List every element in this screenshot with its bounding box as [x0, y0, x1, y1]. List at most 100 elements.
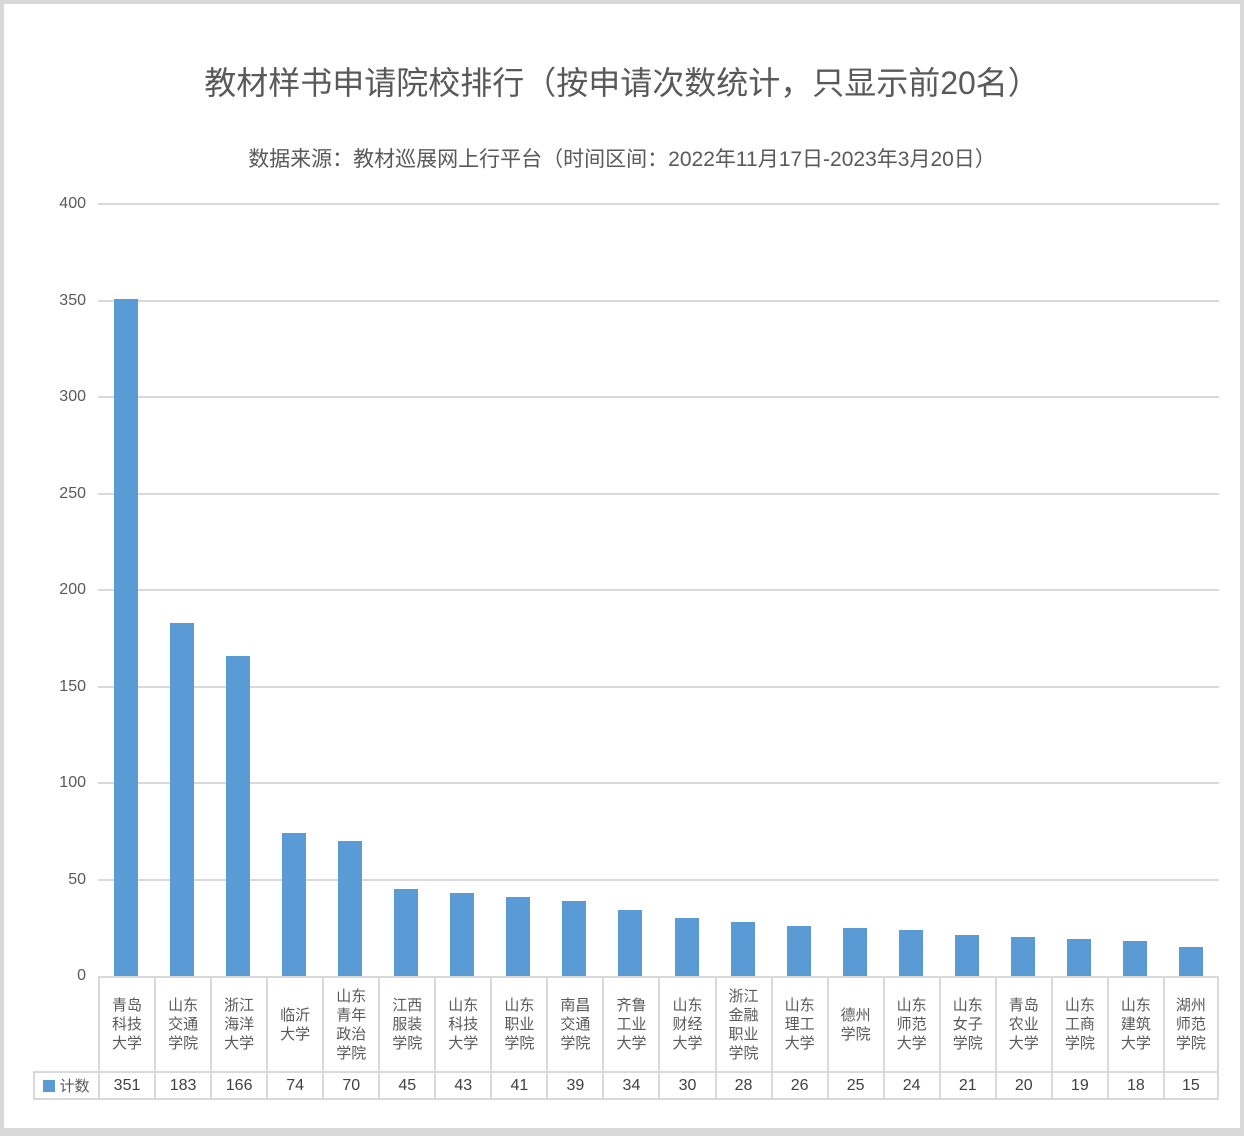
table-column: 山东 建筑 大学 18: [1106, 978, 1163, 1100]
value-cell: 26: [770, 1071, 827, 1100]
category-cell: 湖州 师范 学院: [1162, 978, 1219, 1071]
y-axis-label: 300: [59, 388, 86, 405]
value-cell: 166: [210, 1071, 267, 1100]
bar[interactable]: [1178, 947, 1203, 976]
table-column: 南昌 交通 学院 39: [546, 978, 603, 1100]
category-cell: 德州 学院: [826, 978, 883, 1071]
bar[interactable]: [954, 935, 979, 976]
category-cell: 山东 交通 学院: [154, 978, 210, 1071]
category-cell: 浙江 海洋 大学: [210, 978, 266, 1071]
table-column: 青岛 科技 大学 351: [98, 978, 155, 1100]
value-cell: 41: [490, 1071, 547, 1100]
bar[interactable]: [338, 840, 363, 976]
category-cell: 山东 职业 学院: [490, 978, 546, 1071]
value-cell: 15: [1162, 1071, 1219, 1100]
legend-column: 计数: [33, 978, 98, 1100]
table-column: 山东 青年 政治 学院 70: [322, 978, 379, 1100]
bar[interactable]: [618, 910, 643, 976]
table-column: 山东 财经 大学 30: [658, 978, 715, 1100]
category-cell: 山东 科技 大学: [434, 978, 490, 1071]
table-column: 湖州 师范 学院 15: [1162, 978, 1219, 1100]
gridline: [98, 203, 1219, 205]
value-cell: 70: [322, 1071, 379, 1100]
table-column: 山东 交通 学院 183: [154, 978, 211, 1100]
bar[interactable]: [674, 918, 699, 976]
chart-title: 教材样书申请院校排行（按申请次数统计，只显示前20名）: [204, 65, 1040, 101]
legend-spacer: [33, 978, 98, 1071]
value-cell: 18: [1106, 1071, 1163, 1100]
bar[interactable]: [226, 655, 251, 976]
series-color-swatch-icon: [43, 1079, 56, 1092]
value-cell: 21: [938, 1071, 995, 1100]
table-column: 山东 理工 大学 26: [770, 978, 827, 1100]
table-column: 江西 服装 学院 45: [378, 978, 435, 1100]
bar[interactable]: [394, 889, 419, 976]
value-cell: 39: [546, 1071, 603, 1100]
value-cell: 351: [98, 1071, 155, 1100]
table-column: 山东 女子 学院 21: [938, 978, 995, 1100]
gridline: [98, 589, 1219, 591]
legend-key: 计数: [33, 1071, 98, 1100]
value-cell: 24: [882, 1071, 939, 1100]
value-cell: 45: [378, 1071, 435, 1100]
value-cell: 34: [602, 1071, 659, 1100]
category-cell: 青岛 农业 大学: [994, 978, 1051, 1071]
gridline: [98, 685, 1219, 688]
y-axis-label: 350: [59, 291, 86, 309]
y-axis-label: 250: [59, 484, 86, 502]
gridline: [98, 299, 1219, 302]
bar[interactable]: [786, 925, 811, 976]
gridline: [98, 492, 1219, 495]
table-column: 山东 职业 学院 41: [490, 978, 547, 1100]
value-cell: 25: [826, 1071, 883, 1100]
bar[interactable]: [898, 929, 923, 976]
bar[interactable]: [562, 900, 587, 976]
table-column: 临沂 大学 74: [266, 978, 323, 1100]
bar[interactable]: [282, 833, 307, 976]
category-cell: 山东 理工 大学: [770, 978, 827, 1071]
bar[interactable]: [1122, 941, 1147, 976]
data-table: 计数 青岛 科技 大学 351 山东 交通 学院 183 浙江 海洋 大学 166 临沂 大学…: [33, 978, 1219, 1100]
value-cell: 20: [994, 1071, 1051, 1100]
value-cell: 183: [154, 1071, 211, 1100]
table-column: 浙江 海洋 大学 166: [210, 978, 267, 1100]
gridline: [98, 878, 1219, 881]
bar[interactable]: [114, 298, 139, 976]
bar[interactable]: [1066, 939, 1091, 976]
category-cell: 齐鲁 工业 大学: [602, 978, 658, 1071]
value-cell: 28: [714, 1071, 771, 1100]
category-cell: 山东 女子 学院: [938, 978, 995, 1071]
category-cell: 山东 建筑 大学: [1106, 978, 1163, 1071]
value-cell: 43: [434, 1071, 491, 1100]
category-cell: 山东 工商 学院: [1050, 978, 1107, 1071]
bar[interactable]: [170, 622, 195, 976]
category-cell: 江西 服装 学院: [378, 978, 434, 1071]
bar[interactable]: [506, 896, 531, 976]
category-cell: 临沂 大学: [266, 978, 322, 1071]
category-cell: 南昌 交通 学院: [546, 978, 602, 1071]
y-axis-label: 200: [59, 581, 86, 598]
bar[interactable]: [842, 927, 867, 976]
y-axis-label: 100: [59, 774, 86, 791]
value-cell: 30: [658, 1071, 715, 1100]
table-column: 青岛 农业 大学 20: [994, 978, 1051, 1100]
table-column: 山东 科技 大学 43: [434, 978, 491, 1100]
bar[interactable]: [730, 921, 755, 976]
gridline: [98, 396, 1219, 398]
chart-subtitle: 数据来源：教材巡展网上行平台（时间区间：2022年11月17日-2023年3月2…: [248, 148, 996, 171]
category-cell: 青岛 科技 大学: [98, 978, 154, 1071]
table-column: 德州 学院 25: [826, 978, 883, 1100]
value-cell: 74: [266, 1071, 323, 1100]
bar[interactable]: [1010, 937, 1035, 976]
bar[interactable]: [450, 893, 475, 976]
plot-area[interactable]: [98, 203, 1219, 978]
y-axis-label: 0: [77, 967, 86, 984]
value-cell: 19: [1050, 1071, 1107, 1100]
category-cell: 浙江 金融 职业 学院: [714, 978, 771, 1071]
table-column: 山东 师范 大学 24: [882, 978, 939, 1100]
y-axis-label: 400: [59, 195, 86, 212]
legend-label: 计数: [59, 1078, 90, 1095]
gridline: [98, 782, 1219, 784]
table-column: 齐鲁 工业 大学 34: [602, 978, 659, 1100]
category-cell: 山东 青年 政治 学院: [322, 978, 378, 1071]
